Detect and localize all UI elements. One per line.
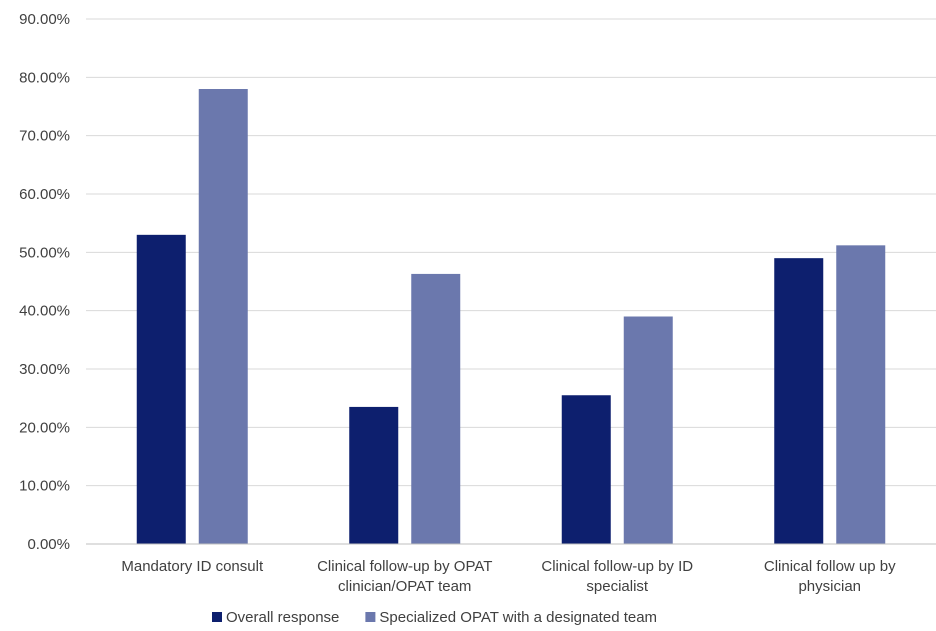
legend-label: Specialized OPAT with a designated team	[379, 609, 657, 626]
y-tick-label: 60.00%	[19, 186, 70, 203]
category-label: Clinical follow-up by OPAT	[317, 558, 492, 575]
y-tick-label: 20.00%	[19, 419, 70, 436]
category-label: Clinical follow up by	[764, 558, 896, 575]
bar-specialized-2	[623, 316, 673, 544]
y-tick-label: 0.00%	[27, 536, 70, 553]
bars	[136, 89, 886, 545]
y-tick-label: 10.00%	[19, 478, 70, 495]
x-axis-categories: Mandatory ID consult Clinical follow-up b…	[121, 558, 896, 595]
bar-overall-0	[136, 234, 186, 545]
category-label: clinician/OPAT team	[338, 578, 471, 595]
legend: Overall response Specialized OPAT with a …	[212, 609, 657, 626]
bar-specialized-0	[198, 89, 248, 544]
y-tick-label: 30.00%	[19, 361, 70, 378]
y-tick-label: 70.00%	[19, 128, 70, 145]
category-label: Mandatory ID consult	[121, 558, 264, 575]
legend-swatch	[212, 612, 222, 622]
y-tick-label: 90.00%	[19, 11, 70, 28]
bar-overall-2	[561, 395, 611, 544]
bar-overall-3	[774, 258, 824, 544]
y-tick-label: 80.00%	[19, 69, 70, 86]
bar-overall-1	[349, 406, 399, 544]
bar-specialized-1	[411, 273, 461, 544]
legend-label: Overall response	[226, 609, 339, 626]
category-label: specialist	[586, 578, 649, 595]
legend-swatch	[365, 612, 376, 622]
y-axis-ticks: 0.00% 10.00% 20.00% 30.00% 40.00% 50.00% 60.00…	[19, 11, 70, 553]
y-tick-label: 40.00%	[19, 303, 70, 320]
category-label: physician	[798, 578, 861, 595]
y-tick-label: 50.00%	[19, 244, 70, 261]
category-label: Clinical follow-up by ID	[541, 558, 693, 575]
bar-specialized-3	[836, 245, 886, 545]
